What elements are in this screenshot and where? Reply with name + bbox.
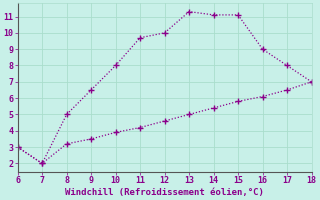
X-axis label: Windchill (Refroidissement éolien,°C): Windchill (Refroidissement éolien,°C)	[65, 188, 264, 197]
